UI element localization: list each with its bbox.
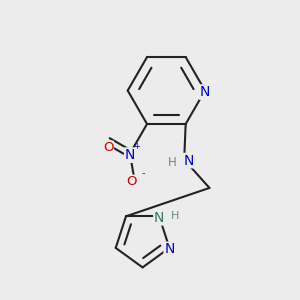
Text: O: O	[103, 141, 113, 154]
Text: N: N	[184, 154, 194, 168]
Text: O: O	[126, 176, 137, 188]
Text: N: N	[164, 242, 175, 256]
Text: -: -	[141, 168, 145, 178]
Text: N: N	[200, 85, 210, 99]
Text: H: H	[168, 156, 177, 169]
Text: N: N	[154, 211, 164, 225]
Text: N: N	[125, 148, 135, 162]
Text: +: +	[133, 142, 140, 151]
Text: H: H	[170, 212, 179, 221]
